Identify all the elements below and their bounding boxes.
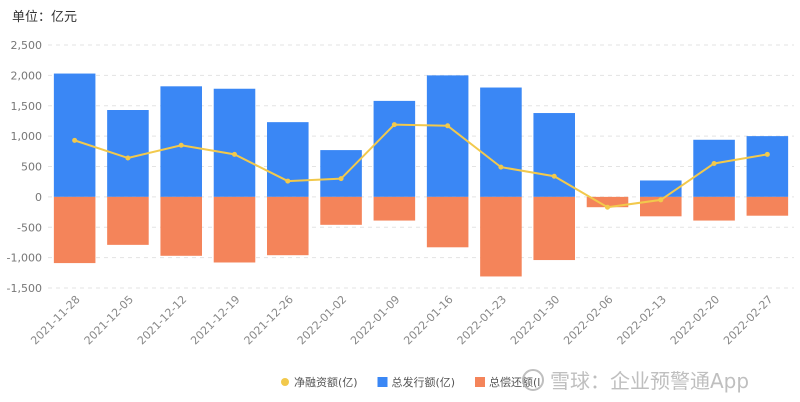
x-tick-label: 2022-02-20 — [668, 293, 722, 347]
bar — [693, 196, 735, 221]
legend-swatch — [377, 377, 388, 387]
line-point — [711, 160, 717, 166]
unit-label: 单位：亿元 — [12, 10, 78, 25]
x-tick-label: 2022-01-23 — [455, 293, 509, 347]
legend-label: 净融资额(亿) — [294, 375, 358, 389]
line-point — [178, 142, 184, 148]
bars — [53, 73, 789, 277]
line-point — [551, 173, 557, 179]
bar — [640, 180, 682, 197]
bar — [533, 196, 575, 261]
x-tick-label: 2021-12-12 — [135, 293, 189, 347]
net-financing-line — [72, 122, 770, 210]
line-point — [605, 204, 610, 210]
bar — [480, 87, 522, 197]
bar — [373, 196, 416, 221]
line-point — [125, 155, 131, 161]
bar — [480, 196, 522, 277]
x-tick-label: 2022-02-06 — [561, 293, 615, 347]
y-tick-label: -1,500 — [7, 282, 42, 295]
x-tick-label: 2021-12-26 — [242, 293, 296, 347]
x-tick-label: 2021-12-05 — [82, 293, 136, 347]
y-tick-label: 0 — [35, 191, 42, 204]
x-tick-label: 2022-01-09 — [348, 293, 402, 347]
legend: 净融资额(亿) 总发行额(亿) 总偿还额(l — [281, 375, 540, 389]
line-point — [445, 123, 451, 129]
line-point — [658, 197, 664, 203]
bar — [53, 73, 96, 197]
y-tick-label: 1,500 — [11, 100, 43, 113]
line-point — [764, 151, 770, 157]
x-tick-label: 2022-01-02 — [295, 293, 349, 347]
legend-swatch — [281, 378, 289, 386]
x-axis-ticks: 2021-11-282021-12-052021-12-122021-12-19… — [28, 293, 775, 347]
watermark: 雪球：企业预警通App — [522, 365, 749, 394]
y-tick-label: 2,000 — [11, 69, 43, 82]
line-point — [338, 176, 344, 182]
x-tick-label: 2022-01-16 — [401, 293, 455, 347]
series-line — [74, 123, 768, 209]
grid-lines — [48, 44, 794, 289]
x-tick-label: 2021-12-19 — [188, 293, 242, 347]
line-point — [498, 164, 504, 170]
bar — [320, 196, 362, 225]
bar — [373, 100, 416, 197]
bar — [160, 196, 202, 256]
bar — [746, 196, 789, 216]
line-point — [391, 122, 397, 128]
x-tick-label: 2022-02-27 — [721, 293, 775, 347]
bar — [267, 122, 309, 197]
bar — [426, 196, 469, 248]
bar — [693, 139, 735, 197]
x-tick-label: 2021-11-28 — [28, 293, 82, 347]
y-tick-label: 500 — [21, 161, 42, 174]
line-point — [72, 137, 78, 143]
y-tick-label: -500 — [17, 221, 42, 234]
legend-label: 总发行额(亿) — [392, 375, 456, 389]
x-tick-label: 2022-02-13 — [615, 293, 669, 347]
y-tick-label: 1,000 — [11, 130, 43, 143]
y-tick-label: -1,000 — [7, 252, 42, 265]
bar — [533, 113, 575, 197]
snowball-logo-icon — [522, 369, 544, 391]
bar — [267, 196, 309, 256]
y-tick-label: 2,500 — [11, 39, 43, 52]
bar — [586, 196, 629, 208]
watermark-text: 雪球：企业预警通App — [550, 369, 750, 393]
x-tick-label: 2022-01-30 — [508, 293, 562, 347]
bar — [320, 150, 362, 197]
legend-swatch — [475, 377, 485, 387]
bar — [746, 136, 789, 197]
bar — [160, 86, 202, 197]
line-point — [285, 178, 291, 184]
bar — [53, 196, 96, 264]
y-axis-ticks: -1,500 -1,000 -500 0 500 1,000 1,500 2,000 2,500 — [7, 39, 42, 295]
bar — [213, 196, 256, 263]
line-point — [232, 151, 237, 157]
bar — [213, 88, 256, 197]
bar — [107, 196, 149, 245]
